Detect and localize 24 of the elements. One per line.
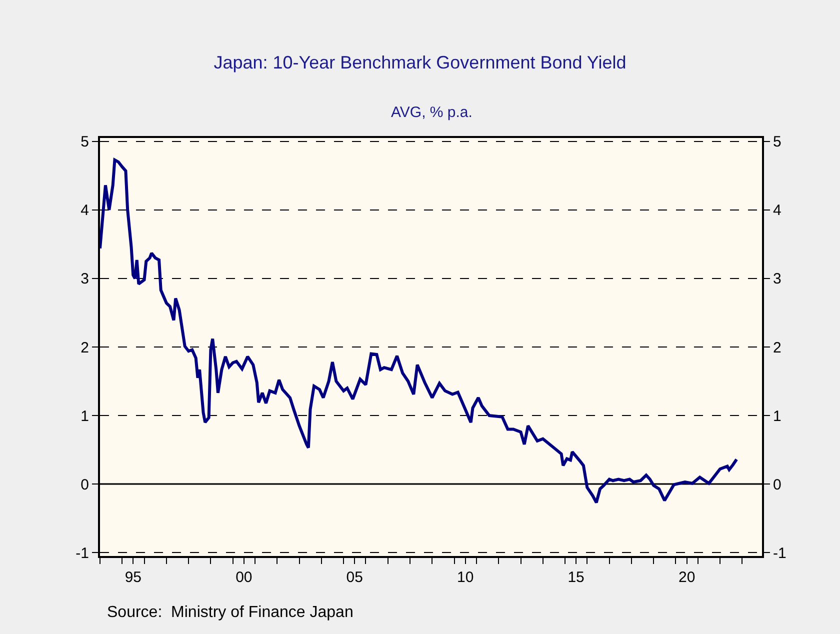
chart-subtitle: AVG, % p.a.: [391, 104, 472, 121]
y-tick-label: 0: [80, 476, 89, 494]
x-tick-label: 20: [678, 569, 696, 586]
line-series: [100, 158, 738, 504]
y2-tick-label: 1: [773, 408, 782, 425]
y2-tick-label: 2: [773, 339, 782, 356]
x-tick-label: 95: [124, 569, 142, 586]
source-note: Source: Ministry of Finance Japan: [107, 604, 354, 621]
y-tick-label: 5: [80, 134, 89, 151]
y-tick-label: -1: [76, 544, 89, 562]
y2-tick-label: 4: [773, 202, 782, 220]
x-tick-label: 15: [568, 569, 584, 586]
y-tick-label: 2: [80, 339, 89, 356]
x-tick-label: 05: [346, 569, 363, 586]
y2-tick-label: -1: [773, 544, 786, 562]
y2-tick-label: 3: [773, 270, 782, 288]
x-tick-label: 10: [457, 569, 474, 586]
y2-tick-label: 0: [773, 476, 782, 494]
chart-title: Japan: 10-Year Benchmark Government Bond Yield: [214, 52, 626, 72]
y-tick-label: 3: [80, 270, 89, 288]
x-tick-label: 00: [236, 569, 252, 586]
y-tick-label: 1: [80, 408, 89, 425]
y2-tick-label: 5: [773, 134, 782, 151]
y-tick-label: 4: [80, 202, 89, 220]
